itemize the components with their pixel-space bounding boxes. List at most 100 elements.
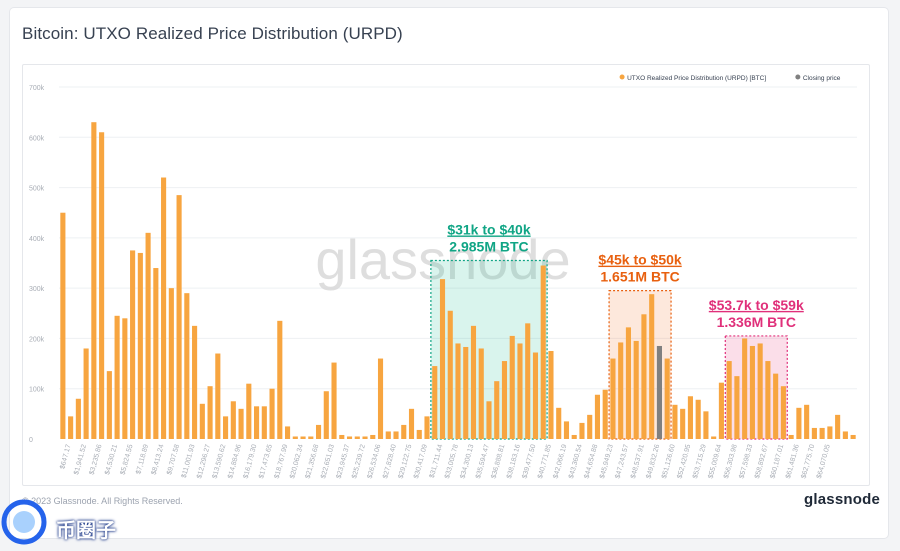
x-tick-label: $11,001.93 [181,444,197,479]
closing-price-bar [656,345,662,439]
bar [99,132,105,439]
x-tick-label: $36,888.81 [491,444,507,480]
bar [122,318,128,439]
x-tick-label: $22,651.03 [320,444,336,480]
bar [773,373,779,439]
x-tick-label: $9,707.58 [166,444,181,476]
x-tick-label: $14,884.96 [227,444,243,480]
bar [532,352,539,439]
x-tick-label: $40,771.85 [537,444,553,480]
bar [594,394,601,439]
x-tick-label: $30,417.09 [413,444,429,480]
bar [385,431,391,439]
badge-ring-icon [1,499,47,545]
x-tick-label: $51,126.60 [661,444,677,480]
x-tick-label: $52,420.95 [677,444,693,480]
bar [517,343,523,439]
x-tick-label: $1,941.52 [73,444,88,476]
bar [362,436,368,439]
bar [331,362,337,439]
bar [408,408,415,439]
bar [424,416,430,439]
site-badge-icon [1,499,47,545]
x-tick-label: $33,005.78 [444,444,460,480]
bar [130,250,136,439]
x-tick-label: $13,590.62 [212,444,228,480]
bar [91,122,97,439]
bar [625,327,632,439]
bar [664,358,670,439]
bar [548,351,554,439]
x-tick-label: $25,239.72 [351,444,367,480]
x-tick-label: $26,534.06 [367,444,383,480]
x-tick-label: $34,300.13 [460,444,476,480]
bar [114,315,120,439]
bar [579,422,585,439]
y-tick-label: 600k [29,135,45,142]
bar [184,293,190,439]
bar [571,434,577,439]
x-tick-label: $3,235.86 [89,444,104,476]
copyright-text: © 2023 Glassnode. All Rights Reserved. [22,496,183,506]
annotation-amount-label: 1.336M BTC [717,314,796,330]
x-tick-label: $47,243.57 [615,444,631,480]
bar [323,391,329,439]
bar [230,401,236,439]
bar [300,436,306,439]
bar [680,408,686,439]
x-tick-label: $16,179.30 [243,444,259,480]
bar [393,431,399,439]
bar [463,346,469,439]
x-tick-label: $39,477.50 [522,444,538,480]
bar [168,288,174,439]
bar [788,434,794,439]
bar [672,404,678,439]
bar [618,342,624,439]
bar [215,353,221,439]
bar [718,382,724,439]
bar [377,358,384,439]
bar [811,427,817,439]
bar [850,434,856,439]
bar [540,265,546,439]
bar [749,345,755,439]
x-tick-label: $43,360.54 [568,444,584,480]
bar [486,401,492,439]
badge-text: 币圈子 [56,520,116,542]
bar [501,361,508,439]
bar [765,361,771,439]
bar [315,424,322,439]
bar [137,252,143,439]
annotation-range-label: $31k to $40k [447,221,530,237]
x-tick-label: $31,711.44 [429,444,445,479]
legend-swatch [795,74,801,80]
x-tick-label: $42,066.19 [553,444,569,480]
bar [494,381,500,439]
bar [509,335,515,439]
bar [238,408,244,439]
x-tick-label: $38,183.16 [506,444,522,480]
bar [83,348,89,439]
plot-area: 0 100k 200k 300k 400k 500k 600k 700k glassnode $3… [22,64,870,486]
bar [734,376,740,439]
bar [207,386,213,439]
bar [308,436,314,439]
bar [804,404,810,439]
x-tick-label: $56,303.98 [723,444,739,480]
bar [556,407,562,439]
annotation-range-label: $45k to $50k [598,252,681,268]
bar [145,232,151,439]
y-tick-label: 700k [29,85,45,92]
y-tick-label: 200k [29,336,45,343]
x-tick-label: $7,118.89 [135,444,150,475]
bar [354,436,360,439]
glassnode-logo[interactable]: glassnode [804,491,880,508]
x-tick-label: $62,775.70 [800,444,816,480]
x-tick-label: $58,892.67 [754,444,770,480]
bar [176,195,182,439]
legend-swatch [619,74,625,80]
x-tick-label: $29,122.75 [398,444,414,480]
bar [633,340,639,439]
bar [432,366,438,439]
bar [711,436,717,439]
